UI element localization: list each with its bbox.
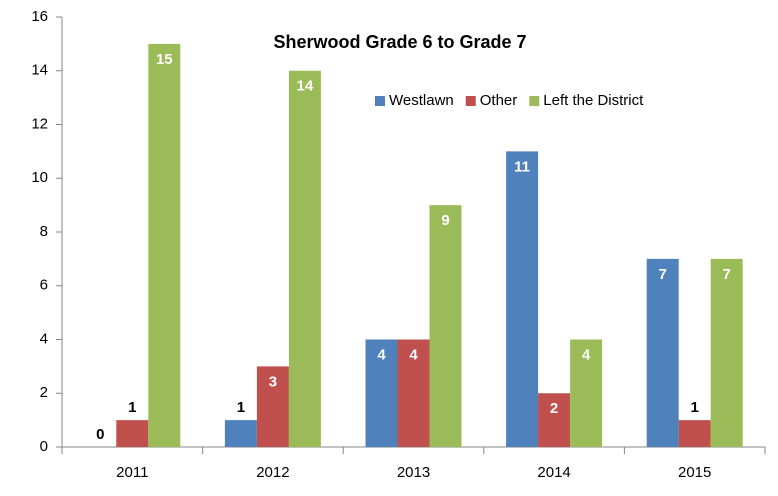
- y-tick-label: 4: [40, 330, 48, 347]
- data-label: 1: [237, 399, 245, 416]
- x-tick-label: 2011: [116, 464, 148, 481]
- y-tick-label: 2: [40, 384, 48, 401]
- legend-swatch: [529, 96, 540, 106]
- data-label: 2: [550, 400, 558, 417]
- bar: [678, 420, 711, 447]
- bar: [148, 43, 181, 447]
- bar: [397, 339, 430, 447]
- data-label: 11: [514, 158, 530, 175]
- bar: [506, 151, 539, 447]
- y-tick-label: 12: [31, 115, 48, 132]
- bar: [256, 366, 289, 447]
- legend-label: Left the District: [543, 92, 644, 109]
- chart-title: Sherwood Grade 6 to Grade 7: [273, 32, 526, 52]
- data-label: 3: [269, 373, 277, 390]
- bar: [710, 258, 743, 447]
- bar: [646, 258, 679, 447]
- bar: [224, 420, 257, 447]
- legend-label: Other: [480, 92, 518, 109]
- legend-swatch: [465, 96, 476, 106]
- y-tick-label: 0: [40, 438, 48, 455]
- legend-label: Westlawn: [389, 92, 454, 109]
- legend-swatch: [375, 96, 385, 106]
- bar: [116, 420, 149, 447]
- bar: [365, 339, 398, 447]
- data-label: 4: [377, 346, 386, 363]
- bar: [288, 70, 321, 447]
- data-label: 4: [409, 346, 418, 363]
- x-tick-label: 2012: [256, 464, 289, 481]
- data-label: 1: [128, 399, 136, 416]
- x-tick-label: 2015: [678, 464, 711, 481]
- x-tick-label: 2014: [537, 464, 570, 481]
- y-tick-label: 16: [31, 8, 48, 25]
- x-tick-label: 2013: [397, 464, 430, 481]
- data-label: 4: [582, 346, 591, 363]
- y-tick-label: 14: [31, 62, 48, 79]
- data-label: 14: [297, 78, 314, 95]
- bar: [429, 205, 462, 447]
- data-label: 9: [441, 212, 449, 229]
- y-tick-label: 6: [40, 277, 48, 294]
- y-tick-label: 10: [31, 169, 48, 186]
- y-tick-label: 8: [40, 223, 48, 240]
- data-label: 0: [96, 426, 104, 443]
- data-label: 7: [659, 266, 667, 283]
- bar: [570, 339, 603, 447]
- data-label: 7: [723, 266, 731, 283]
- data-label: 1: [691, 399, 699, 416]
- bar: [538, 393, 571, 447]
- data-label: 15: [156, 51, 173, 68]
